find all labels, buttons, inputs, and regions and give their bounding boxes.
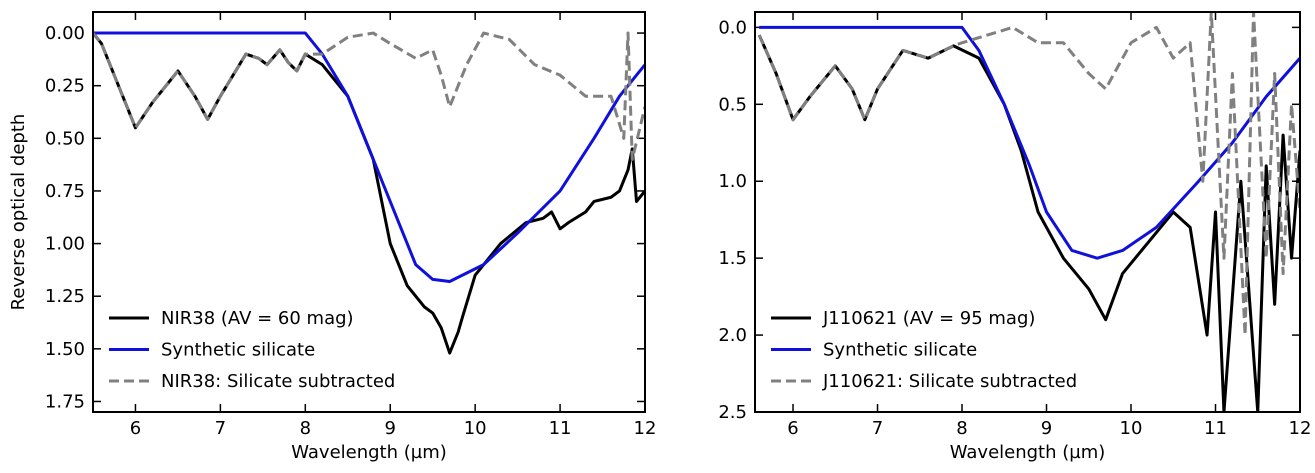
y-tick-label: 1.00 — [45, 234, 85, 255]
plot-frame — [754, 11, 1301, 413]
x-tick-label: 12 — [1289, 418, 1312, 439]
y-tick-label: 1.0 — [718, 171, 747, 192]
y-tick-label: 1.5 — [718, 248, 747, 269]
y-tick-label: 2.0 — [718, 325, 747, 346]
plot-area — [93, 31, 645, 355]
x-tick-label: 12 — [634, 418, 657, 439]
x-tick-label: 8 — [956, 418, 967, 439]
x-axis-label: Wavelength (µm) — [291, 442, 447, 463]
y-tick-label: 0.75 — [45, 181, 85, 202]
legend-label: NIR38: Silicate subtracted — [161, 371, 395, 392]
x-tick-label: 10 — [464, 418, 487, 439]
y-tick-label: 0.0 — [718, 17, 747, 38]
x-tick-label: 10 — [1120, 418, 1143, 439]
series-line — [93, 31, 645, 283]
series-line — [93, 32, 645, 355]
x-tick-label: 7 — [215, 418, 226, 439]
x-tick-label: 9 — [1041, 418, 1052, 439]
legend-label: Synthetic silicate — [161, 340, 315, 361]
x-tick-label: 11 — [549, 418, 572, 439]
y-tick-label: 0.25 — [45, 76, 85, 97]
x-tick-label: 7 — [872, 418, 883, 439]
x-tick-label: 8 — [300, 418, 311, 439]
series-line — [757, 34, 1300, 412]
series-line — [759, 25, 1300, 260]
y-tick-label: 0.5 — [718, 94, 747, 115]
legend-label: NIR38 (AV = 60 mag) — [161, 308, 354, 329]
x-tick-label: 9 — [385, 418, 396, 439]
series-line — [93, 31, 645, 161]
legend-label: J110621: Silicate subtracted — [822, 371, 1077, 392]
x-tick-label: 6 — [130, 418, 141, 439]
x-tick-label: 11 — [1204, 418, 1227, 439]
y-tick-label: 0.50 — [45, 128, 85, 149]
x-axis-label: Wavelength (µm) — [950, 442, 1106, 463]
legend-label: J110621 (AV = 95 mag) — [822, 308, 1035, 329]
legend-label: Synthetic silicate — [823, 340, 977, 361]
y-tick-label: 1.50 — [45, 339, 85, 360]
y-tick-label: 0.00 — [45, 23, 85, 44]
y-tick-label: 1.25 — [45, 286, 85, 307]
y-axis-label: Reverse optical depth — [8, 114, 29, 311]
y-tick-label: 1.75 — [45, 391, 85, 412]
y-tick-label: 2.5 — [718, 402, 747, 423]
series-line — [757, 12, 1300, 337]
x-tick-label: 6 — [787, 418, 798, 439]
plot-area — [757, 12, 1300, 412]
plot-frame — [92, 11, 646, 413]
